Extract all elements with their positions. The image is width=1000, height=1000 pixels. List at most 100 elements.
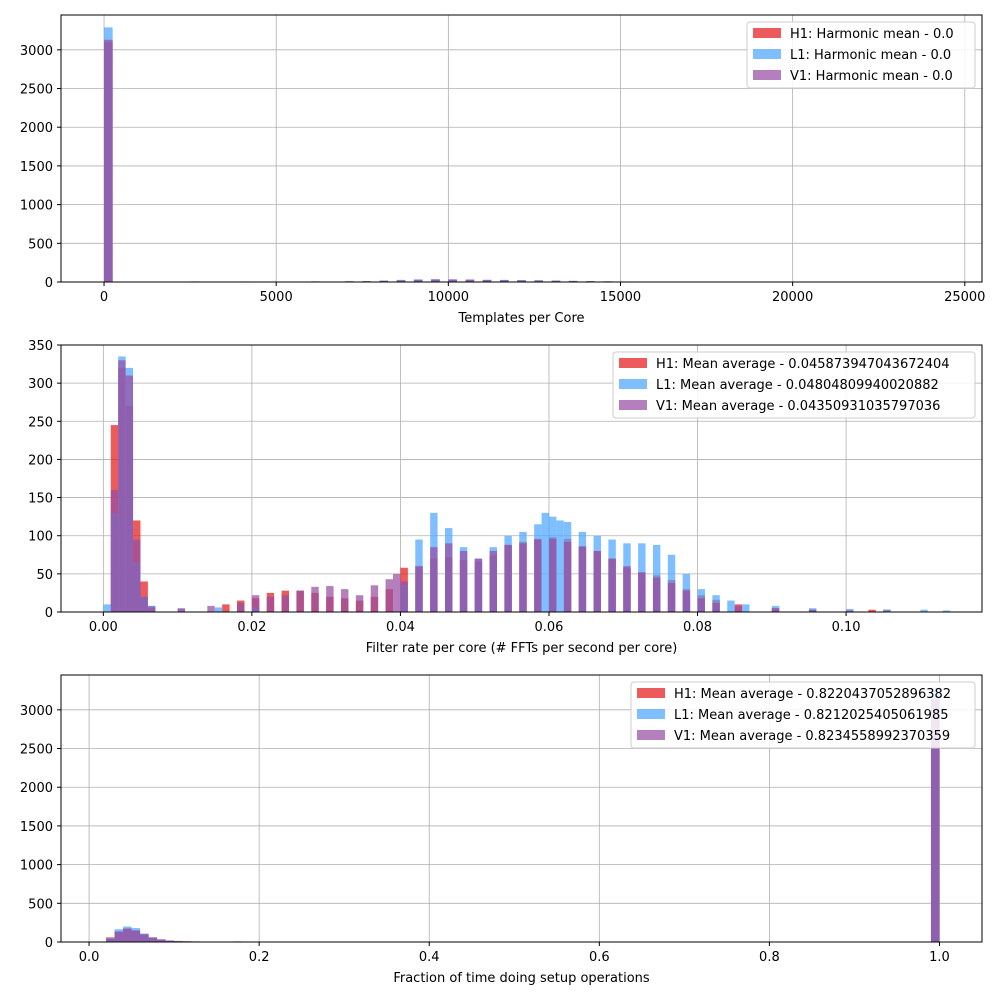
histogram-bar-v1 (104, 39, 113, 282)
histogram-bar-v1 (177, 608, 186, 612)
y-tick-label: 1000 (20, 199, 53, 214)
legend-box (746, 21, 976, 89)
x-tick-label: 0 (100, 290, 108, 305)
y-tick-label: 2000 (20, 781, 53, 796)
histogram-bar-v1 (431, 279, 440, 282)
x-tick-label: 0.06 (535, 620, 564, 635)
x-tick-label: 25000 (944, 290, 985, 305)
histogram-bar-v1 (379, 280, 389, 282)
histogram-bar-v1 (608, 558, 616, 612)
legend-swatch-v1 (753, 70, 781, 80)
histogram-bars (103, 356, 951, 612)
histogram-bar-l1 (727, 600, 735, 612)
chart-panel-1: 0 5000 10000 15000 20000 25000 0 500 1000 1500 200… (20, 14, 985, 326)
histogram-bar-v1 (465, 279, 475, 282)
x-tick-label: 0.02 (237, 620, 266, 635)
legend-swatch-l1 (637, 709, 665, 719)
histogram-bar-v1 (846, 610, 854, 612)
x-tick-label: 0.6 (589, 950, 610, 965)
legend-label-h1: H1: Harmonic mean - 0.0 (790, 27, 954, 42)
histogram-bar-v1 (140, 596, 148, 612)
histogram-bar-v1 (548, 538, 557, 612)
histogram-bar-h1 (868, 609, 876, 612)
x-tick-label: 5000 (260, 290, 293, 305)
legend-label-l1: L1: Mean average - 0.8212025405061985 (674, 708, 949, 723)
legend-swatch-h1 (753, 28, 781, 38)
histogram-bar-v1 (123, 928, 132, 942)
histogram-bar-v1 (430, 547, 438, 612)
legend-swatch-l1 (753, 49, 781, 59)
histogram-bar-v1 (712, 602, 720, 612)
histogram-bar-v1 (930, 699, 940, 942)
histogram-bar-v1 (593, 550, 601, 612)
histogram-bar-v1 (118, 360, 126, 612)
legend-label-h1: H1: Mean average - 0.045873947043672404 (656, 357, 950, 372)
histogram-bar-v1 (734, 605, 743, 612)
histogram-bar-v1 (110, 489, 119, 612)
histogram-bar-v1 (638, 572, 646, 612)
histogram-bar-v1 (341, 589, 349, 612)
chart-panel-3: 0.0 0.2 0.4 0.6 0.8 1.0 0 500 1000 1500 2000 2500 30… (20, 674, 983, 986)
histogram-bar-v1 (499, 280, 509, 282)
histogram-bar-v1 (355, 595, 364, 612)
histogram-bar-v1 (623, 566, 631, 612)
histogram-bar-v1 (563, 541, 572, 612)
legend-swatch-l1 (619, 379, 647, 389)
histogram-bar-v1 (207, 605, 215, 612)
legend-box (612, 351, 976, 419)
histogram-bar-l1 (214, 607, 223, 612)
x-tick-label: 20000 (772, 290, 813, 305)
histogram-bar-v1 (517, 280, 526, 282)
histogram-bar-v1 (296, 590, 304, 612)
x-axis-label: Fraction of time doing setup operations (393, 971, 650, 986)
histogram-bar-v1 (396, 280, 406, 282)
axes-frame (60, 344, 983, 613)
histogram-bar-v1 (771, 608, 780, 612)
x-tick-label: 0.00 (89, 620, 118, 635)
histogram-bar-v1 (114, 931, 124, 942)
histogram-bar-v1 (534, 539, 542, 612)
y-tick-label: 100 (28, 530, 53, 545)
histogram-bar-v1 (147, 607, 156, 612)
histogram-bar-l1 (556, 520, 564, 612)
legend-box (630, 681, 976, 749)
y-tick-label: 300 (28, 377, 53, 392)
histogram-bar-v1 (697, 598, 705, 612)
histogram-bar-v1 (682, 590, 691, 612)
histogram-bar-v1 (165, 940, 175, 942)
histogram-bar-v1 (251, 595, 260, 612)
histogram-bar-v1 (385, 579, 394, 612)
histogram-bar-v1 (519, 543, 527, 612)
x-tick-label: 15000 (600, 290, 641, 305)
histogram-bar-v1 (444, 543, 453, 612)
x-tick-label: 0.10 (832, 620, 861, 635)
histogram-bar-v1 (504, 544, 512, 612)
y-tick-label: 500 (28, 237, 53, 252)
histogram-bar-v1 (311, 586, 319, 612)
y-tick-label: 200 (28, 453, 53, 468)
histogram-bar-v1 (534, 280, 544, 282)
y-tick-label: 2500 (20, 83, 53, 98)
y-tick-label: 250 (28, 415, 53, 430)
histogram-bar-v1 (400, 581, 408, 612)
legend-label-v1: V1: Mean average - 0.8234558992370359 (674, 729, 950, 744)
histogram-bar-v1 (281, 595, 290, 612)
y-tick-label: 50 (36, 568, 53, 583)
y-tick-label: 350 (28, 339, 53, 354)
y-tick-label: 500 (28, 897, 53, 912)
legend-swatch-h1 (637, 688, 665, 698)
x-tick-label: 1.0 (929, 950, 950, 965)
histogram-bar-v1 (148, 937, 158, 942)
histogram-bar-v1 (131, 930, 141, 942)
histogram-bar-l1 (846, 608, 854, 612)
x-tick-label: 0.4 (419, 950, 440, 965)
histogram-bar-v1 (489, 550, 497, 612)
y-tick-label: 2000 (20, 121, 53, 136)
axes-frame (60, 674, 983, 943)
x-axis-label: Templates per Core (457, 311, 584, 326)
histogram-bar-v1 (474, 558, 483, 612)
y-tick-label: 1500 (20, 160, 53, 175)
histogram-bar-v1 (266, 596, 275, 612)
histogram-bar-v1 (133, 539, 141, 612)
